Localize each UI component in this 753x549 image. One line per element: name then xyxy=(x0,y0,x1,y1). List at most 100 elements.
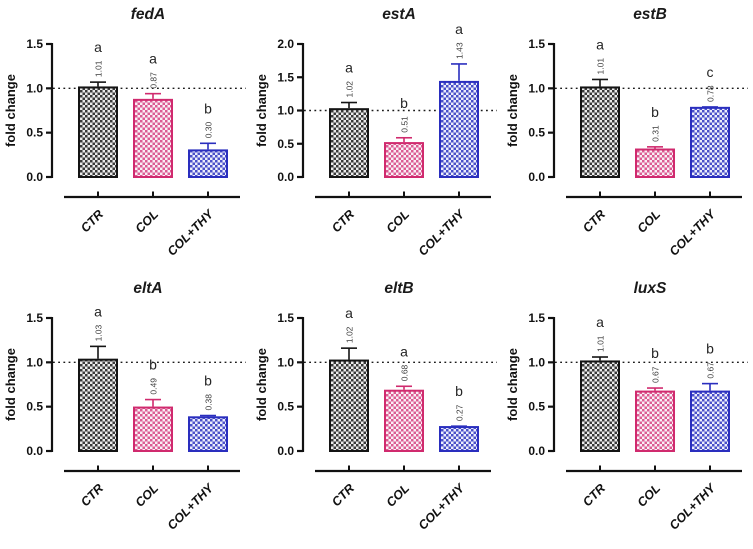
x-axis-tick-label: CTR xyxy=(78,207,106,235)
significance-letter: a xyxy=(455,21,463,37)
bar-COL xyxy=(635,390,675,452)
y-axis-tick-label: 0.5 xyxy=(277,400,294,414)
x-axis-tick-label: COL xyxy=(635,481,664,510)
bar-COL xyxy=(133,406,173,452)
bar-value-label: 0.51 xyxy=(400,116,410,133)
bar-value-label: 0.30 xyxy=(204,121,214,138)
bar-value-label: 0.78 xyxy=(706,85,716,102)
x-axis-tick-label: COL+THY xyxy=(165,206,218,259)
y-axis-tick-label: 0.0 xyxy=(528,170,545,184)
bar-CTR xyxy=(329,108,369,178)
y-axis-label: fold change xyxy=(505,348,520,421)
bar-COL xyxy=(384,142,424,179)
y-axis-label: fold change xyxy=(3,74,18,147)
significance-letter: a xyxy=(345,60,353,76)
x-axis-tick-label: COL xyxy=(133,481,162,510)
panel-fedA: fedA fold change 0.0 0.5 1.0 1.5 1.01 a 0.87 a 0.3… xyxy=(3,6,246,259)
y-axis-label: fold change xyxy=(254,348,269,421)
bar-CTR xyxy=(580,360,620,452)
y-axis-tick-label: 0.5 xyxy=(528,400,545,414)
significance-letter: b xyxy=(651,104,659,120)
y-axis-tick-label: 0.0 xyxy=(277,170,294,184)
y-axis-tick-label: 1.5 xyxy=(528,311,545,325)
bar-COL+THY xyxy=(690,106,730,178)
panel-title: eltB xyxy=(384,280,413,297)
bar-value-label: 1.01 xyxy=(94,60,104,77)
y-axis-tick-label: 1.5 xyxy=(528,37,545,51)
bar-COL+THY xyxy=(439,426,479,452)
y-axis-tick-label: 0.5 xyxy=(26,400,43,414)
y-axis-tick-label: 1.5 xyxy=(277,70,294,84)
bar-COL+THY xyxy=(439,80,479,178)
bar-COL xyxy=(133,98,173,178)
bar-value-label: 0.31 xyxy=(651,125,661,142)
y-axis-tick-label: 1.5 xyxy=(26,311,43,325)
bar-value-label: 0.49 xyxy=(149,378,159,395)
x-axis-tick-label: CTR xyxy=(329,207,357,235)
bar-value-label: 1.01 xyxy=(596,335,606,352)
bar-value-label: 0.67 xyxy=(651,366,661,383)
x-axis-tick-label: COL xyxy=(384,207,413,236)
panel-title: eltA xyxy=(133,280,162,297)
bar-COL+THY xyxy=(690,390,730,452)
panel-eltA: eltA fold change 0.0 0.5 1.0 1.5 1.03 a 0.49 b 0.3… xyxy=(3,280,246,533)
bar-value-label: 1.02 xyxy=(345,81,355,98)
y-axis-tick-label: 0.5 xyxy=(26,126,43,140)
y-axis-tick-label: 0.0 xyxy=(26,170,43,184)
panel-luxS: luxS fold change 0.0 0.5 1.0 1.5 1.01 a 0.67 b 0.6… xyxy=(505,280,748,533)
significance-letter: b xyxy=(204,100,212,116)
bar-value-label: 0.68 xyxy=(400,364,410,381)
significance-letter: b xyxy=(651,345,659,361)
x-axis-tick-label: COL+THY xyxy=(667,206,720,259)
y-axis-tick-label: 1.5 xyxy=(26,37,43,51)
bar-value-label: 0.87 xyxy=(149,72,159,89)
bar-value-label: 1.02 xyxy=(345,326,355,343)
y-axis-tick-label: 0.0 xyxy=(26,444,43,458)
y-axis-tick-label: 2.0 xyxy=(277,37,294,51)
x-axis-tick-label: COL+THY xyxy=(165,480,218,533)
x-axis-tick-label: COL+THY xyxy=(416,480,469,533)
bar-value-label: 1.01 xyxy=(596,58,606,75)
significance-letter: b xyxy=(400,95,408,111)
bar-CTR xyxy=(78,358,118,452)
panel-title: estB xyxy=(633,6,667,23)
bar-value-label: 1.43 xyxy=(455,42,465,59)
y-axis-tick-label: 0.0 xyxy=(528,444,545,458)
y-axis-tick-label: 1.0 xyxy=(26,81,43,95)
significance-letter: b xyxy=(204,373,212,389)
x-axis-tick-label: COL+THY xyxy=(667,480,720,533)
panel-eltB: eltB fold change 0.0 0.5 1.0 1.5 1.02 a 0.68 a 0.2… xyxy=(254,280,497,533)
significance-letter: a xyxy=(345,305,353,321)
bar-CTR xyxy=(580,86,620,178)
significance-letter: b xyxy=(455,383,463,399)
x-axis-tick-label: CTR xyxy=(329,481,357,509)
y-axis-tick-label: 1.0 xyxy=(277,355,294,369)
bar-value-label: 0.38 xyxy=(204,394,214,411)
y-axis-tick-label: 0.0 xyxy=(277,444,294,458)
panel-estB: estB fold change 0.0 0.5 1.0 1.5 1.01 a 0.31 b 0.7… xyxy=(505,6,748,259)
bar-CTR xyxy=(329,359,369,452)
y-axis-label: fold change xyxy=(254,74,269,147)
significance-letter: b xyxy=(149,357,157,373)
y-axis-tick-label: 1.0 xyxy=(528,81,545,95)
y-axis-label: fold change xyxy=(3,348,18,421)
significance-letter: b xyxy=(706,341,714,357)
panel-title: fedA xyxy=(131,6,165,23)
panel-title: luxS xyxy=(634,280,667,297)
x-axis-tick-label: COL xyxy=(133,207,162,236)
bar-value-label: 1.03 xyxy=(94,325,104,342)
x-axis-tick-label: COL xyxy=(635,207,664,236)
bar-COL+THY xyxy=(188,416,228,453)
y-axis-tick-label: 1.0 xyxy=(528,355,545,369)
y-axis-tick-label: 1.0 xyxy=(277,104,294,118)
bar-COL xyxy=(384,389,424,452)
y-axis-tick-label: 0.5 xyxy=(528,126,545,140)
x-axis-tick-label: CTR xyxy=(580,481,608,509)
significance-letter: c xyxy=(707,64,714,80)
x-axis-tick-label: CTR xyxy=(78,481,106,509)
panel-estA: estA fold change 0.0 0.5 1.0 1.5 2.0 1.02 a 0.51 b… xyxy=(254,6,497,259)
significance-letter: a xyxy=(94,39,102,55)
y-axis-tick-label: 1.5 xyxy=(277,311,294,325)
significance-letter: a xyxy=(596,36,604,52)
y-axis-label: fold change xyxy=(505,74,520,147)
